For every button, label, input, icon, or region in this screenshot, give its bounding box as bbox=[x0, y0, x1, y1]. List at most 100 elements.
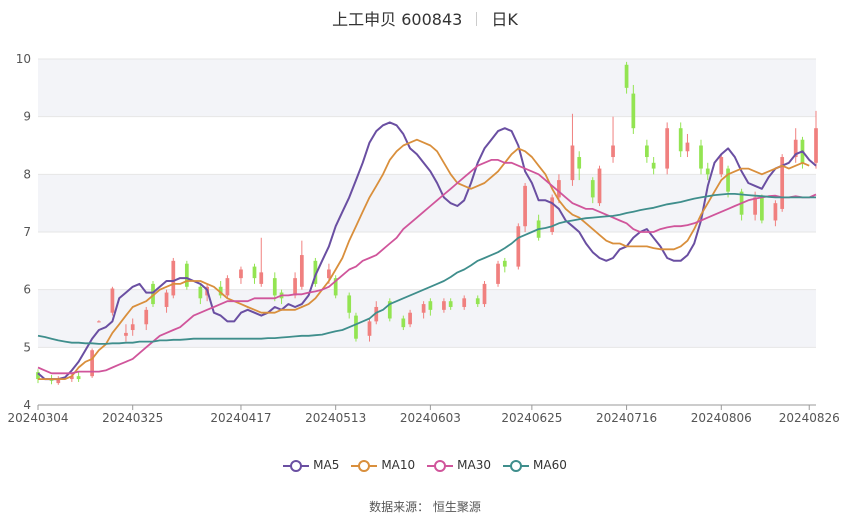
candle-body bbox=[631, 93, 636, 129]
y-tick-label: 6 bbox=[23, 283, 31, 297]
candle-body bbox=[780, 157, 785, 209]
candle-body bbox=[793, 139, 798, 158]
plot-band bbox=[38, 174, 816, 232]
chart-title: 上工申贝 600843 日K bbox=[0, 6, 850, 30]
candle-body bbox=[333, 278, 338, 296]
candle-body bbox=[550, 197, 555, 232]
candle-body bbox=[557, 180, 561, 198]
candle-body bbox=[151, 283, 155, 305]
candle-body bbox=[225, 278, 230, 296]
legend: MA5 MA10 MA30 MA60 bbox=[0, 458, 850, 473]
candle-body bbox=[719, 157, 724, 175]
candle-body bbox=[171, 260, 176, 296]
candle-body bbox=[448, 301, 453, 307]
candle-body bbox=[184, 263, 189, 287]
candle-body bbox=[482, 283, 487, 305]
candle-body bbox=[218, 286, 223, 296]
x-tick-label: 20240806 bbox=[691, 411, 752, 425]
candle-body bbox=[705, 168, 710, 175]
candle-body bbox=[462, 298, 467, 307]
candle-body bbox=[421, 304, 426, 313]
candle-body bbox=[144, 309, 149, 325]
candle-body bbox=[299, 255, 304, 287]
candle-body bbox=[760, 197, 764, 221]
legend-item-ma5[interactable]: MA5 bbox=[283, 458, 339, 473]
candle-body bbox=[354, 315, 358, 339]
candle-body bbox=[56, 378, 61, 384]
candle-body bbox=[69, 376, 74, 380]
candle-body bbox=[90, 350, 94, 377]
candle-body bbox=[699, 145, 703, 169]
ma10-line bbox=[38, 138, 810, 380]
candle-body bbox=[814, 128, 818, 163]
candle-body bbox=[645, 145, 649, 158]
legend-label: MA10 bbox=[381, 458, 416, 472]
candle-body bbox=[726, 168, 730, 192]
legend-marker-icon bbox=[427, 459, 454, 472]
candle-body bbox=[496, 263, 500, 284]
legend-label: MA5 bbox=[313, 458, 340, 472]
y-tick-label: 4 bbox=[23, 398, 31, 412]
title-divider bbox=[476, 12, 478, 26]
candle-body bbox=[327, 269, 331, 279]
legend-label: MA60 bbox=[533, 458, 567, 472]
y-tick-label: 9 bbox=[23, 110, 31, 124]
legend-label: MA30 bbox=[457, 458, 492, 472]
y-tick-label: 10 bbox=[16, 52, 31, 66]
data-source: 数据来源： 恒生聚源 bbox=[369, 500, 481, 514]
candle-body bbox=[401, 318, 406, 328]
candle-body bbox=[624, 64, 629, 88]
candle-body bbox=[110, 288, 115, 313]
y-tick-label: 5 bbox=[23, 340, 31, 354]
legend-item-ma10[interactable]: MA10 bbox=[351, 458, 415, 473]
candle-body bbox=[577, 157, 582, 169]
candle-body bbox=[408, 312, 412, 325]
candle-body bbox=[313, 260, 318, 284]
plot-band bbox=[38, 59, 816, 117]
ma60-line bbox=[37, 193, 816, 345]
x-tick-label: 20240513 bbox=[305, 411, 366, 425]
x-tick-label: 20240417 bbox=[210, 411, 271, 425]
candle-body bbox=[685, 142, 690, 152]
candle-body bbox=[651, 162, 656, 169]
candle-body bbox=[773, 203, 778, 221]
x-tick-label: 20240304 bbox=[7, 411, 68, 425]
candle-body bbox=[611, 145, 615, 158]
candle-body bbox=[164, 292, 169, 307]
candle-body bbox=[597, 168, 602, 204]
candle-body bbox=[259, 272, 264, 284]
y-tick-label: 7 bbox=[23, 225, 31, 239]
candle-body bbox=[347, 295, 352, 313]
candle-body bbox=[36, 372, 40, 380]
candle-body bbox=[516, 226, 521, 267]
x-tick-label: 20240826 bbox=[779, 411, 840, 425]
x-tick-label: 20240603 bbox=[400, 411, 461, 425]
x-tick-label: 20240716 bbox=[596, 411, 657, 425]
x-tick-label: 20240625 bbox=[501, 411, 562, 425]
ma5-line bbox=[37, 121, 817, 381]
stock-title: 上工申贝 600843 bbox=[332, 10, 463, 29]
candle-body bbox=[475, 298, 480, 305]
legend-marker-icon bbox=[283, 459, 310, 472]
y-tick-label: 8 bbox=[23, 167, 31, 181]
candle-body bbox=[367, 321, 372, 336]
legend-marker-icon bbox=[351, 459, 378, 472]
candle-body bbox=[523, 185, 527, 227]
legend-item-ma30[interactable]: MA30 bbox=[427, 458, 491, 473]
ma30-line bbox=[37, 159, 817, 375]
candle-body bbox=[272, 278, 277, 296]
candle-body bbox=[678, 128, 683, 152]
legend-marker-icon bbox=[503, 459, 530, 472]
candle-body bbox=[239, 269, 243, 279]
candle-body bbox=[753, 197, 757, 215]
candle-body bbox=[590, 180, 595, 198]
candle-body bbox=[198, 286, 203, 299]
legend-item-ma60[interactable]: MA60 bbox=[503, 458, 567, 473]
candle-body bbox=[570, 145, 575, 181]
candle-body bbox=[374, 306, 379, 322]
period-label: 日K bbox=[491, 10, 518, 29]
candle-body bbox=[252, 266, 257, 279]
candle-body bbox=[97, 321, 101, 323]
x-tick-label: 20240325 bbox=[102, 411, 163, 425]
